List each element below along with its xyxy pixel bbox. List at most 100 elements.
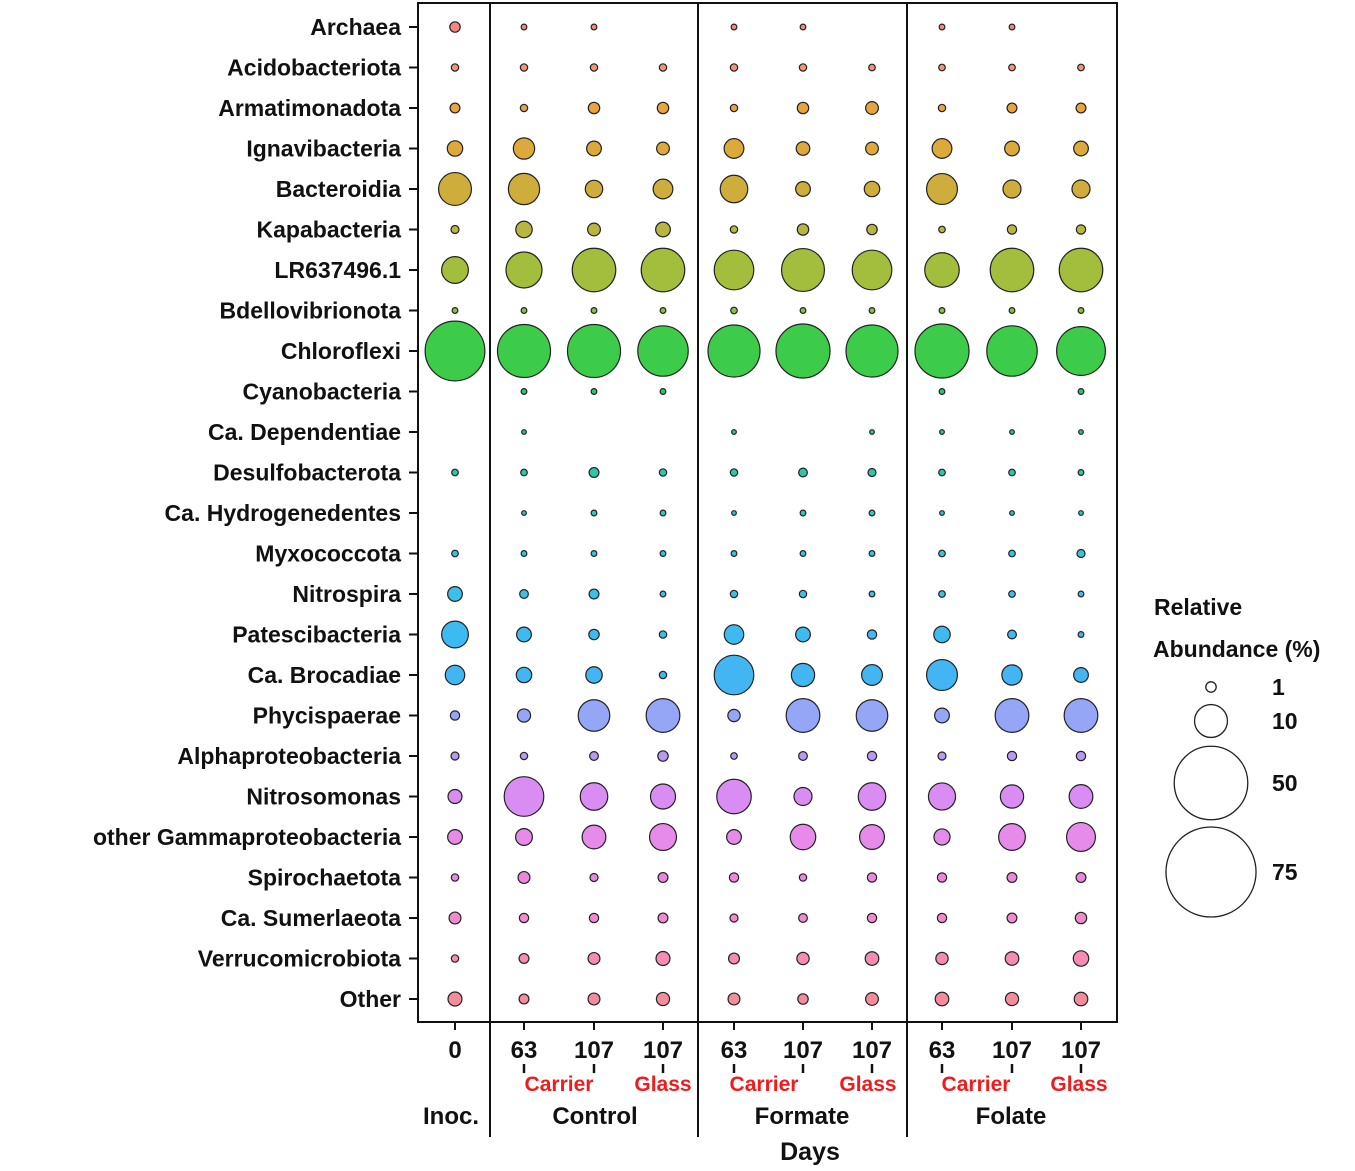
group-label: Inoc.: [423, 1103, 479, 1130]
data-bubble: [851, 249, 893, 291]
data-bubble: [795, 181, 811, 197]
data-bubble: [1075, 871, 1087, 884]
data-bubble: [1073, 991, 1089, 1007]
data-bubble: [729, 103, 739, 113]
data-bubble: [496, 323, 552, 379]
data-bubble: [451, 307, 459, 314]
data-bubble: [727, 708, 741, 723]
data-bubble: [798, 873, 808, 882]
data-bubble: [793, 786, 813, 807]
data-bubble: [713, 249, 755, 291]
data-bubble: [657, 912, 669, 924]
data-bubble: [437, 171, 473, 207]
day-label: 107: [992, 1037, 1032, 1064]
data-bubble: [723, 624, 745, 645]
data-bubble: [727, 952, 741, 965]
data-bubble: [520, 468, 528, 477]
data-bubble: [1004, 991, 1020, 1007]
data-bubble: [934, 707, 950, 724]
data-bubble: [726, 829, 742, 845]
data-bubble: [659, 307, 667, 314]
data-bubble: [589, 63, 599, 72]
data-bubble: [938, 388, 946, 395]
day-label: 63: [721, 1037, 748, 1064]
substrate-label: Carrier: [525, 1073, 594, 1096]
data-bubble: [1072, 950, 1090, 967]
data-bubble: [518, 912, 530, 924]
data-bubble: [938, 225, 946, 234]
data-bubble: [515, 828, 533, 846]
data-bubble: [867, 467, 877, 478]
taxon-label: Bacteroidia: [276, 176, 401, 202]
data-bubble: [503, 776, 545, 817]
data-bubble: [584, 179, 604, 199]
data-bubble: [780, 247, 826, 293]
data-bubble: [863, 180, 881, 198]
data-bubble: [587, 951, 601, 966]
data-bubble: [731, 429, 737, 435]
data-bubble: [589, 872, 599, 883]
data-bubble: [447, 788, 463, 805]
data-bubble: [586, 140, 602, 157]
day-label: 107: [852, 1037, 892, 1064]
x-axis-title: Days: [780, 1138, 840, 1166]
data-bubble: [925, 658, 959, 692]
data-bubble: [938, 63, 946, 72]
data-bubble: [796, 101, 810, 115]
data-bubble: [587, 101, 601, 115]
group-label: Control: [552, 1103, 637, 1130]
data-bubble: [585, 666, 603, 684]
data-bubble: [520, 388, 528, 395]
data-bubble: [713, 654, 755, 696]
data-bubble: [659, 509, 667, 517]
data-bubble: [936, 912, 948, 924]
data-bubble: [1008, 468, 1016, 477]
data-bubble: [1071, 179, 1091, 199]
taxon-label: LR637496.1: [274, 257, 401, 283]
data-bubble: [1075, 750, 1087, 762]
data-bubble: [659, 550, 667, 557]
data-bubble: [446, 140, 464, 157]
data-bubble: [798, 913, 808, 923]
data-bubble: [566, 323, 622, 379]
data-bubble: [999, 784, 1025, 809]
data-bubble: [590, 307, 598, 314]
data-bubble: [866, 872, 878, 883]
data-bubble: [658, 63, 668, 72]
data-bubble: [658, 630, 668, 639]
data-bubble: [520, 307, 528, 314]
data-bubble: [441, 256, 469, 284]
data-bubble: [728, 872, 740, 883]
taxon-label: Alphaproteobacteria: [177, 743, 401, 769]
data-bubble: [587, 222, 601, 237]
data-bubble: [938, 590, 946, 598]
data-bubble: [656, 141, 670, 156]
data-bubble: [652, 178, 674, 200]
taxon-label: Verrucomicrobiota: [198, 946, 401, 972]
data-bubble: [1006, 750, 1018, 762]
data-bubble: [937, 103, 947, 113]
data-bubble: [730, 752, 738, 760]
data-bubble: [869, 429, 875, 435]
data-bubble: [588, 628, 600, 641]
data-bubble: [519, 589, 529, 599]
data-bubble: [449, 21, 461, 33]
taxon-label: Ignavibacteria: [246, 136, 401, 162]
data-bubble: [865, 101, 879, 115]
data-bubble: [866, 750, 878, 762]
legend-label: 1: [1272, 674, 1285, 700]
data-bubble: [858, 823, 886, 851]
data-bubble: [655, 221, 671, 238]
data-bubble: [659, 590, 667, 598]
data-bubble: [1063, 698, 1099, 733]
legend-bubble: [1193, 703, 1229, 739]
data-bubble: [937, 751, 947, 761]
taxon-label: Kapabacteria: [257, 217, 402, 243]
group-label: Folate: [976, 1103, 1047, 1130]
data-bubble: [657, 750, 669, 762]
data-bubble: [936, 872, 948, 883]
taxon-label: Ca. Dependentiae: [208, 419, 401, 445]
legend-title: Relative: [1154, 594, 1242, 620]
data-bubble: [451, 549, 459, 558]
data-bubble: [855, 699, 889, 732]
